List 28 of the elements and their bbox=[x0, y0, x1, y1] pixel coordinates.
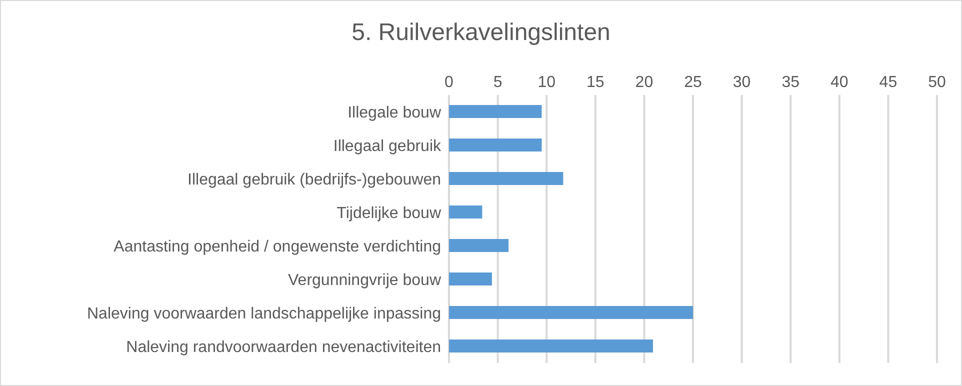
x-tick-label: 35 bbox=[782, 74, 800, 91]
x-tick-label: 25 bbox=[684, 74, 702, 91]
bar bbox=[449, 239, 509, 252]
y-tick-label: Tijdelijke bouw bbox=[336, 204, 442, 222]
x-tick-label: 30 bbox=[732, 74, 751, 91]
bar bbox=[449, 272, 492, 286]
y-tick-label: Illegale bouw bbox=[348, 104, 442, 122]
x-tick-label: 5 bbox=[493, 74, 502, 91]
y-tick-label: Illegaal gebruik bbox=[333, 138, 442, 155]
bar bbox=[449, 206, 482, 218]
bar bbox=[449, 172, 564, 185]
x-tick-label: 45 bbox=[879, 74, 898, 91]
y-tick-label: Vergunningvrije bouw bbox=[288, 272, 442, 289]
y-tick-label: Aantasting openheid / ongewenste verdichting bbox=[114, 238, 441, 256]
y-tick-label: Naleving voorwaarden landschappelijke inpassing bbox=[87, 305, 441, 322]
chart-title: 5. Ruilverkavelingslinten bbox=[350, 19, 612, 47]
x-tick-label: 10 bbox=[538, 74, 556, 91]
bar bbox=[449, 105, 542, 118]
x-tick-label: 0 bbox=[444, 74, 454, 91]
y-tick-label: Naleving randvoorwaarden nevenactiviteiten bbox=[126, 338, 441, 356]
bar bbox=[449, 138, 542, 152]
x-tick-label: 20 bbox=[635, 74, 654, 91]
bar bbox=[449, 340, 653, 352]
x-tick-label: 40 bbox=[830, 74, 848, 91]
x-tick-label: 15 bbox=[586, 74, 604, 91]
bar bbox=[449, 306, 693, 319]
x-tick-label: 50 bbox=[928, 74, 946, 91]
y-tick-label: Illegaal gebruik (bedrijfs-)gebouwen bbox=[188, 171, 441, 188]
